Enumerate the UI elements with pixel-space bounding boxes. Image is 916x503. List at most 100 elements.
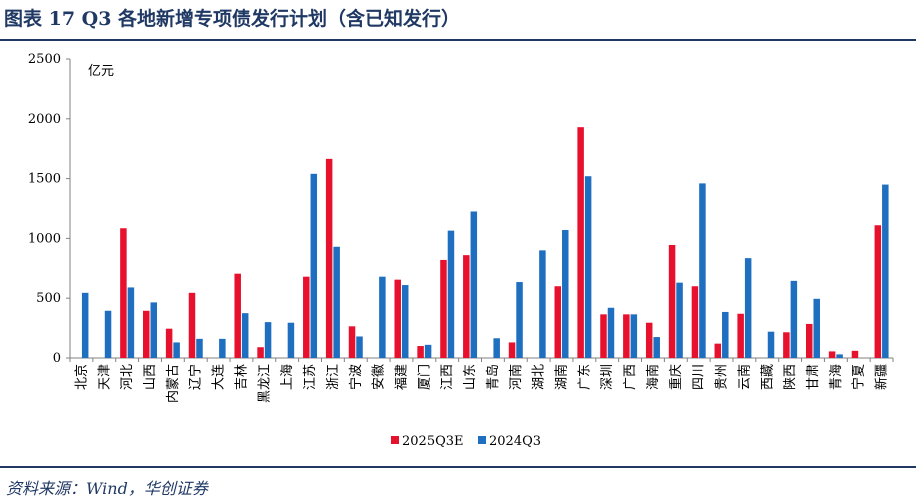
x-category-label: 辽宁 (188, 364, 204, 390)
y-tick-label: 1500 (28, 172, 61, 187)
x-category-label: 甘肃 (806, 364, 821, 390)
x-category-label: 厦门 (417, 364, 432, 390)
bar-2024Q3-江西 (447, 230, 455, 358)
bar-2025Q3E-湖南 (554, 286, 562, 358)
bar-2024Q3-海南 (653, 337, 660, 358)
x-category-label: 青岛 (485, 364, 501, 390)
bar-2024Q3-浙江 (333, 246, 340, 358)
bar-2025Q3E-江西 (440, 259, 447, 358)
bar-2024Q3-甘肃 (813, 298, 820, 358)
x-category-label: 西藏 (760, 364, 775, 390)
bar-2025Q3E-浙江 (325, 158, 333, 358)
unit-label: 亿元 (88, 64, 114, 79)
bar-2024Q3-天津 (104, 310, 112, 358)
y-tick-label: 2000 (28, 112, 61, 127)
bar-2024Q3-湖南 (562, 230, 569, 358)
bar-2024Q3-上海 (287, 322, 295, 358)
bar-2024Q3-云南 (744, 258, 752, 358)
bar-2025Q3E-宁波 (348, 326, 356, 358)
bar-2024Q3-宁波 (356, 336, 363, 358)
bar-2024Q3-青岛 (493, 338, 500, 358)
bar-2024Q3-广西 (630, 314, 638, 358)
x-category-label: 广东 (577, 364, 592, 390)
bar-2024Q3-西藏 (767, 331, 775, 358)
bar-2024Q3-山东 (470, 211, 478, 358)
bar-2025Q3E-广东 (577, 127, 584, 358)
bar-2024Q3-河南 (516, 282, 523, 358)
bar-2024Q3-江苏 (310, 173, 318, 358)
x-category-label: 上海 (280, 364, 295, 390)
bar-2025Q3E-福建 (394, 279, 401, 358)
bar-2025Q3E-贵州 (714, 343, 722, 358)
x-category-label: 宁波 (348, 364, 364, 390)
x-category-label: 江西 (440, 364, 455, 390)
x-category-label: 深圳 (600, 364, 615, 390)
bar-2025Q3E-广西 (623, 314, 630, 358)
x-category-label: 云南 (736, 364, 752, 390)
bar-2024Q3-四川 (699, 183, 706, 358)
bar-2024Q3-黑龙江 (264, 322, 272, 358)
x-category-label: 四川 (692, 364, 707, 390)
bar-2025Q3E-海南 (645, 322, 653, 358)
x-category-label: 湖北 (532, 364, 547, 390)
figure-title: 图表 17 Q3 各地新增专项债发行计划（含已知发行） (4, 8, 461, 30)
bar-2024Q3-北京 (81, 292, 89, 358)
bar-2024Q3-山西 (150, 302, 158, 358)
bar-2025Q3E-山西 (143, 310, 150, 358)
legend-swatch-2024Q3 (478, 436, 486, 444)
bar-2025Q3E-山东 (463, 255, 470, 358)
bar-2024Q3-安徽 (379, 276, 386, 358)
title-rule (0, 39, 916, 41)
bar-2025Q3E-辽宁 (188, 292, 196, 358)
bar-2025Q3E-青海 (828, 351, 836, 358)
y-tick-label: 1000 (28, 231, 61, 246)
bar-2025Q3E-宁夏 (851, 350, 859, 358)
footer-rule (0, 466, 916, 468)
bar-2025Q3E-河北 (120, 228, 127, 358)
x-category-label: 浙江 (326, 364, 341, 390)
x-category-label: 湖南 (554, 364, 570, 390)
bar-2024Q3-深圳 (607, 307, 615, 358)
x-category-label: 吉林 (234, 364, 249, 390)
x-category-label: 陕西 (783, 364, 798, 390)
bar-2025Q3E-深圳 (600, 314, 607, 358)
legend-label-2024Q3: 2024Q3 (489, 434, 541, 449)
y-tick-label: 0 (53, 351, 61, 366)
bar-2025Q3E-陕西 (783, 332, 790, 358)
bar-2024Q3-吉林 (241, 313, 249, 358)
x-category-label: 重庆 (668, 364, 684, 390)
x-category-label: 内蒙古 (165, 364, 181, 403)
x-category-label: 广西 (623, 364, 638, 390)
x-category-label: 河南 (508, 364, 524, 390)
x-category-label: 海南 (645, 364, 661, 390)
bar-2025Q3E-新疆 (874, 225, 882, 358)
x-category-label: 山西 (143, 364, 158, 390)
bar-2025Q3E-河南 (508, 342, 516, 358)
legend-label-2025Q3E: 2025Q3E (402, 434, 464, 449)
x-category-label: 安徽 (372, 364, 387, 390)
x-category-label: 山东 (463, 364, 478, 390)
bar-2024Q3-青海 (836, 354, 843, 358)
bar-chart: 0 500 1000 1500 2000 2500 亿元北京 天津 河北 山西 内蒙古 辽宁 大连 吉林黑… (28, 52, 894, 449)
bar-2024Q3-贵州 (722, 311, 729, 358)
y-tick-label: 500 (36, 291, 61, 306)
x-category-label: 福建 (394, 364, 409, 390)
x-category-label: 天津 (97, 364, 112, 390)
bar-2025Q3E-厦门 (417, 346, 424, 358)
x-category-label: 青海 (829, 364, 844, 390)
bar-2024Q3-辽宁 (196, 338, 203, 358)
legend-swatch-2025Q3E (391, 436, 399, 444)
bar-2024Q3-内蒙古 (173, 342, 180, 358)
bar-2024Q3-新疆 (882, 184, 889, 358)
x-category-label: 北京 (74, 364, 89, 390)
bar-2024Q3-陕西 (790, 280, 798, 358)
x-category-label: 新疆 (874, 364, 890, 390)
bar-2024Q3-广东 (584, 176, 592, 358)
bar-2024Q3-厦门 (424, 344, 432, 358)
x-category-label: 江苏 (302, 364, 318, 390)
x-category-label: 贵州 (715, 364, 730, 390)
bar-2024Q3-河北 (127, 287, 135, 358)
bar-2025Q3E-内蒙古 (165, 328, 173, 358)
bar-2025Q3E-黑龙江 (257, 347, 264, 358)
bar-2024Q3-重庆 (676, 282, 683, 358)
